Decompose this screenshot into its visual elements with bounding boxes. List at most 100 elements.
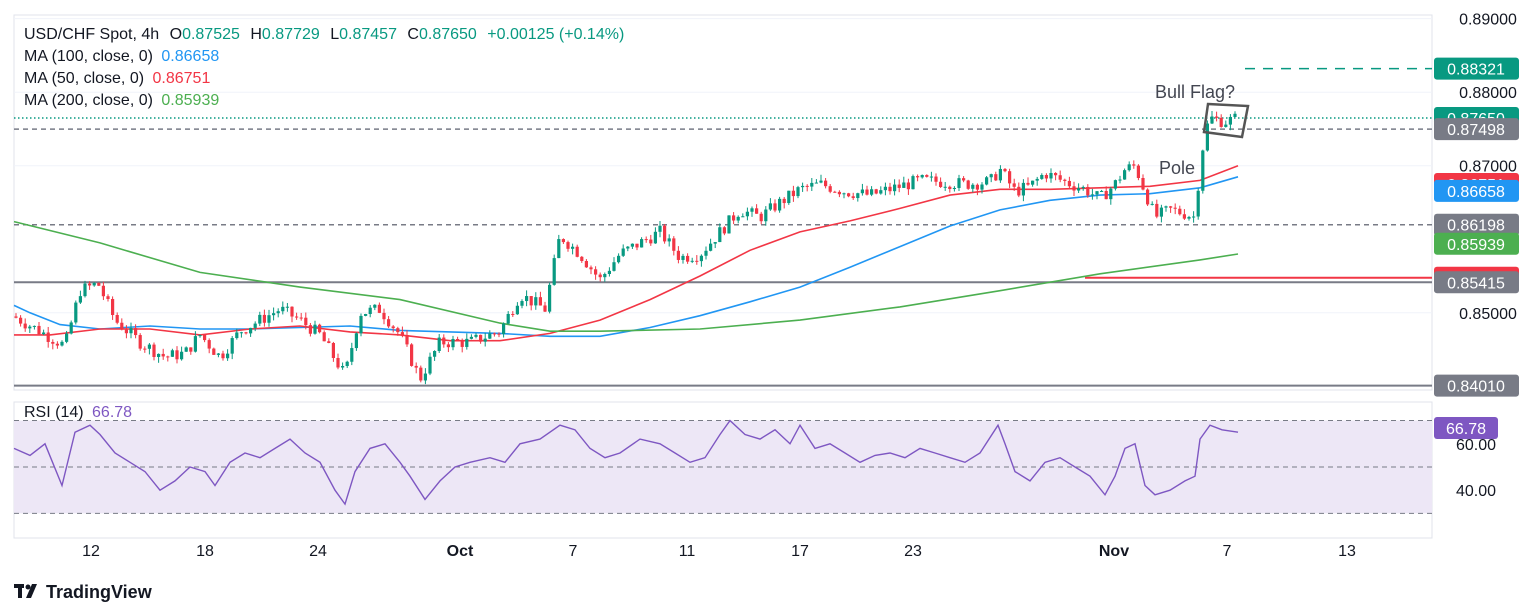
candle-body — [1012, 183, 1016, 187]
candle-body — [672, 238, 676, 251]
candle-body — [557, 239, 561, 259]
candle-body — [1182, 214, 1186, 219]
chart-legend: USD/CHF Spot, 4h O0.87525 H0.87729 L0.87… — [24, 24, 630, 112]
candle-body — [957, 178, 961, 188]
candle-body — [819, 180, 823, 183]
candle-body — [272, 313, 276, 316]
high-key: H — [250, 26, 262, 43]
candle-body — [78, 296, 82, 303]
candle-body — [925, 175, 929, 177]
candle-body — [842, 193, 846, 195]
candle-body — [837, 191, 841, 195]
price-label-box-0.85939 — [1434, 232, 1519, 255]
candle-body — [1224, 124, 1228, 127]
candle-body — [755, 208, 759, 214]
candle-body — [686, 255, 690, 262]
low-key: L — [330, 26, 340, 43]
candle-body — [575, 246, 579, 257]
candle-body — [83, 283, 87, 297]
candle-body — [55, 343, 59, 346]
candle-body — [515, 305, 519, 315]
candle-body — [1017, 186, 1021, 196]
ma50-row[interactable]: MA (50, close, 0) 0.86751 — [24, 68, 630, 90]
candle-body — [111, 298, 115, 316]
candle-body — [212, 348, 216, 355]
candle-body — [962, 178, 966, 181]
low-value: 0.87457 — [339, 26, 397, 43]
candle-body — [741, 216, 745, 218]
candle-body — [180, 351, 184, 360]
candle-body — [791, 190, 795, 197]
candle-body — [897, 184, 901, 188]
candle-body — [1090, 194, 1094, 196]
ma-line-100 — [13, 176, 1239, 338]
candle-body — [14, 316, 18, 318]
candle-body — [350, 348, 354, 362]
candle-body — [874, 189, 878, 194]
candle-body — [373, 304, 377, 308]
candle-body — [304, 317, 308, 326]
candle-body — [1173, 207, 1177, 209]
candle-body — [906, 182, 910, 190]
candle-body — [796, 187, 800, 197]
rsi-tick-label: 40.00 — [1456, 483, 1496, 500]
candle-body — [37, 325, 41, 335]
footer-brand[interactable]: TradingView — [14, 582, 152, 603]
candle-body — [391, 326, 395, 329]
price-label-0.85939: 0.85939 — [1447, 237, 1505, 254]
candle-body — [566, 242, 570, 249]
candle-body — [469, 336, 473, 339]
candle-body — [377, 304, 381, 313]
candle-body — [1150, 203, 1154, 205]
candle-body — [870, 189, 874, 195]
candle-body — [828, 186, 832, 192]
candle-body — [483, 338, 487, 342]
candle-body — [1233, 113, 1237, 117]
rsi-value: 66.78 — [92, 404, 133, 421]
rsi-label: RSI (14) — [24, 404, 84, 421]
candle-body — [175, 350, 179, 360]
candle-body — [1146, 189, 1150, 205]
candle-body — [736, 216, 740, 221]
candle-body — [203, 334, 207, 341]
candle-body — [258, 314, 262, 324]
candle-body — [42, 332, 46, 335]
candle-body — [1008, 171, 1012, 184]
x-tick-label: Oct — [447, 543, 474, 560]
candle-body — [1104, 190, 1108, 200]
ma100-row[interactable]: MA (100, close, 0) 0.86658 — [24, 46, 630, 68]
candle-body — [980, 184, 984, 190]
candle-body — [1021, 182, 1025, 196]
candle-body — [713, 242, 717, 244]
candle-body — [699, 255, 703, 262]
x-tick-label: 7 — [1223, 543, 1232, 560]
candle-body — [506, 313, 510, 324]
candle-body — [971, 184, 975, 189]
candle-body — [28, 326, 32, 329]
price-label-box-0.88321 — [1434, 57, 1519, 80]
x-tick-label: 11 — [679, 543, 696, 560]
candle-body — [722, 227, 726, 234]
candle-body — [147, 344, 151, 349]
candle-body — [998, 168, 1002, 181]
open-key: O — [169, 26, 183, 43]
ma200-value: 0.85939 — [161, 92, 220, 109]
candle-body — [630, 243, 634, 247]
candle-body — [313, 324, 317, 334]
candle-body — [189, 347, 193, 352]
rsi-legend[interactable]: RSI (14) 66.78 — [24, 404, 132, 422]
ma-line-50 — [14, 164, 1239, 342]
ma100-value: 0.86658 — [161, 48, 220, 65]
candle-body — [911, 176, 915, 190]
candle-body — [718, 227, 722, 243]
candle-body — [534, 297, 538, 306]
candle-body — [69, 322, 73, 334]
symbol-label[interactable]: USD/CHF Spot, 4h — [24, 26, 160, 43]
candle-body — [88, 283, 92, 286]
candle-body — [548, 284, 552, 312]
price-label-box-0.87498 — [1434, 118, 1519, 141]
price-label-0.85415: 0.85415 — [1447, 275, 1505, 292]
price-label-box-0.85415 — [1434, 271, 1519, 294]
ma200-row[interactable]: MA (200, close, 0) 0.85939 — [24, 90, 630, 112]
